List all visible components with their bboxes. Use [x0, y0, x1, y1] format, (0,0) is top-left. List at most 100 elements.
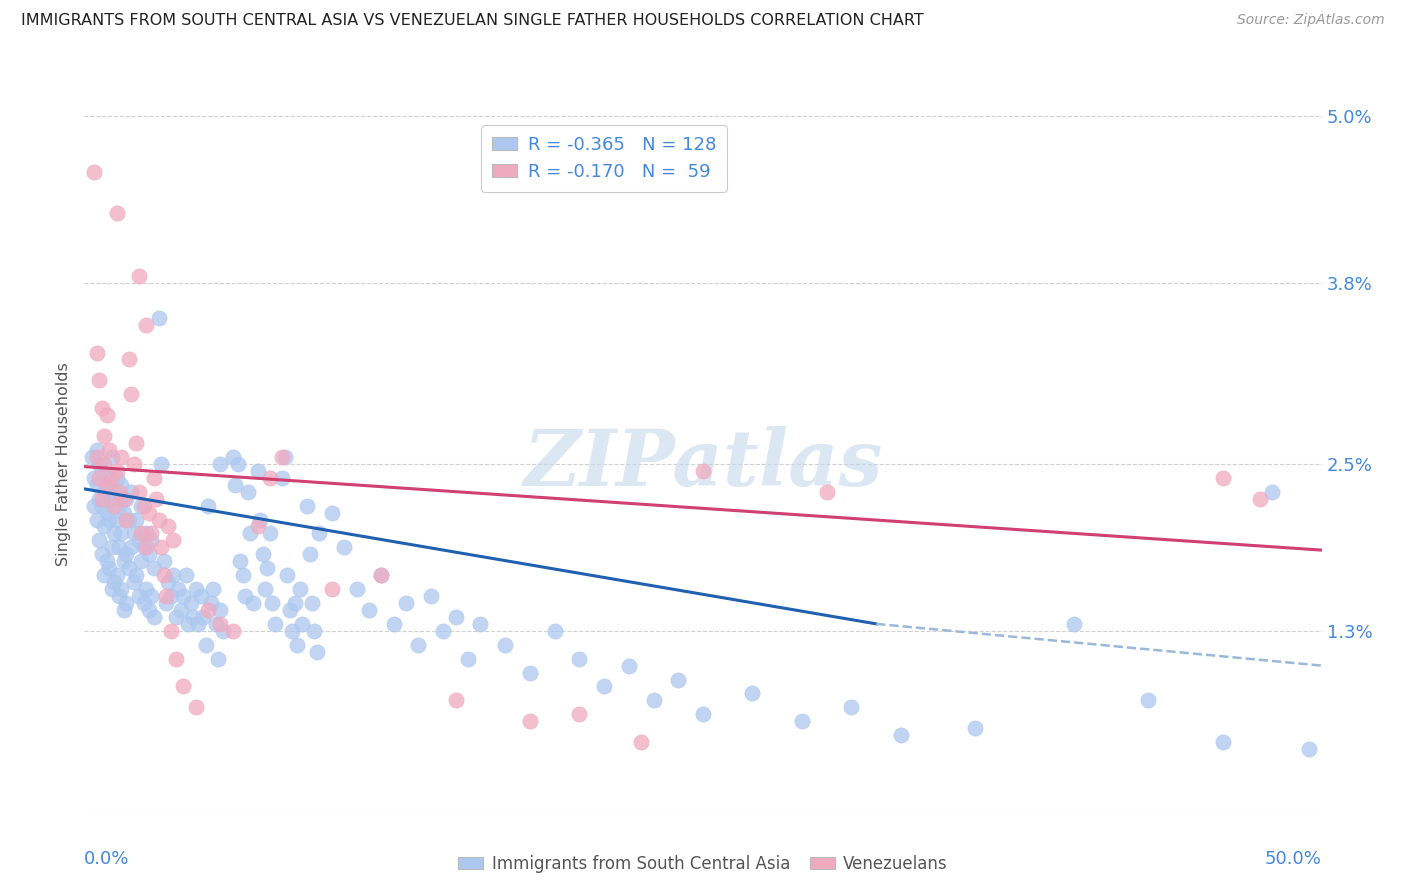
Point	[80, 450, 103, 464]
Point	[278, 603, 301, 617]
Point	[1137, 693, 1160, 707]
Point	[1298, 742, 1320, 756]
Point	[191, 610, 214, 624]
Point	[494, 638, 516, 652]
Point	[86, 442, 108, 457]
Point	[184, 582, 207, 596]
Point	[128, 484, 150, 499]
Point	[98, 442, 121, 457]
Point	[132, 596, 155, 610]
Point	[112, 603, 135, 617]
Point	[298, 547, 321, 561]
Point	[271, 450, 294, 464]
Point	[157, 519, 180, 533]
Point	[174, 568, 197, 582]
Point	[432, 624, 454, 638]
Point	[259, 471, 281, 485]
Point	[125, 436, 148, 450]
Point	[135, 526, 157, 541]
Point	[285, 638, 308, 652]
Point	[224, 477, 246, 491]
Point	[204, 616, 226, 631]
Point	[295, 499, 318, 513]
Point	[142, 561, 165, 575]
Point	[187, 616, 209, 631]
Text: Source: ZipAtlas.com: Source: ZipAtlas.com	[1237, 13, 1385, 28]
Point	[152, 568, 174, 582]
Legend: R = -0.365   N = 128, R = -0.170   N =  59: R = -0.365 N = 128, R = -0.170 N = 59	[481, 125, 727, 192]
Point	[419, 589, 441, 603]
Point	[152, 554, 174, 568]
Point	[129, 499, 152, 513]
Point	[93, 568, 115, 582]
Point	[135, 582, 157, 596]
Point	[93, 429, 115, 443]
Point	[212, 624, 235, 638]
Point	[112, 506, 135, 520]
Point	[132, 499, 155, 513]
Point	[568, 651, 591, 665]
Point	[90, 491, 112, 506]
Point	[118, 352, 141, 367]
Point	[184, 700, 207, 714]
Point	[110, 477, 132, 491]
Point	[115, 596, 138, 610]
Point	[197, 499, 219, 513]
Point	[108, 541, 131, 555]
Point	[160, 589, 183, 603]
Point	[965, 721, 987, 735]
Point	[122, 457, 145, 471]
Point	[209, 457, 232, 471]
Point	[110, 526, 132, 541]
Point	[112, 491, 135, 506]
Point	[120, 484, 142, 499]
Point	[148, 512, 170, 526]
Point	[252, 547, 274, 561]
Point	[226, 457, 249, 471]
Point	[408, 638, 430, 652]
Point	[170, 603, 193, 617]
Point	[617, 658, 640, 673]
Point	[271, 471, 294, 485]
Point	[815, 484, 838, 499]
Point	[222, 624, 245, 638]
Point	[105, 464, 128, 478]
Point	[543, 624, 565, 638]
Point	[321, 582, 343, 596]
Point	[115, 491, 138, 506]
Point	[100, 491, 122, 506]
Point	[444, 693, 467, 707]
Point	[105, 206, 128, 220]
Point	[259, 526, 281, 541]
Point	[141, 526, 163, 541]
Text: ZIPatlas: ZIPatlas	[523, 425, 883, 502]
Point	[172, 589, 194, 603]
Point	[457, 651, 479, 665]
Point	[96, 554, 118, 568]
Point	[190, 589, 212, 603]
Point	[96, 471, 118, 485]
Point	[1212, 471, 1234, 485]
Point	[138, 547, 160, 561]
Point	[89, 373, 111, 387]
Text: 50.0%: 50.0%	[1265, 850, 1322, 868]
Point	[86, 345, 108, 359]
Point	[165, 651, 187, 665]
Point	[118, 512, 141, 526]
Point	[96, 408, 118, 422]
Point	[333, 541, 356, 555]
Point	[103, 484, 125, 499]
Point	[125, 568, 148, 582]
Point	[246, 464, 269, 478]
Point	[108, 589, 131, 603]
Point	[120, 387, 142, 401]
Point	[741, 686, 763, 700]
Point	[692, 464, 714, 478]
Point	[98, 561, 121, 575]
Point	[1249, 491, 1271, 506]
Point	[148, 310, 170, 325]
Point	[236, 484, 259, 499]
Point	[155, 589, 177, 603]
Point	[122, 526, 145, 541]
Point	[246, 519, 269, 533]
